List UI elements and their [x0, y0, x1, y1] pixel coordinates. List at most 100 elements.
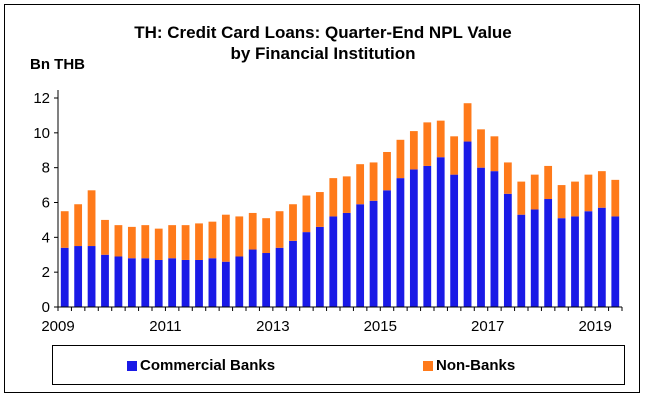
chart-title: TH: Credit Card Loans: Quarter-End NPL V… [0, 22, 646, 64]
y-tick-label-8: 8 [42, 160, 50, 177]
y-axis-label: Bn THB [30, 56, 85, 73]
bar-non-banks-2015Q1 [383, 151, 391, 191]
bar-commercial-banks-2017Q4 [530, 209, 539, 307]
bar-non-banks-2017Q4 [530, 174, 539, 210]
legend: Commercial Banks Non-Banks [52, 345, 625, 385]
x-tick-label-2013: 2013 [256, 318, 289, 335]
legend-item-commercial-banks: Commercial Banks [127, 357, 275, 374]
x-tick-label-2011: 2011 [149, 318, 181, 335]
bar-non-banks-2019Q1 [597, 171, 606, 208]
bar-commercial-banks-2018Q2 [557, 218, 566, 307]
legend-swatch-commercial-banks [127, 360, 137, 371]
bar-non-banks-2016Q1 [436, 120, 445, 158]
bar-non-banks-2009Q4 [101, 219, 109, 255]
bar-non-banks-2019Q2 [611, 179, 620, 217]
bar-non-banks-2013Q3 [302, 195, 311, 233]
bar-non-banks-2010Q3 [141, 225, 150, 259]
bar-non-banks-2018Q2 [557, 185, 566, 219]
y-tick-label-2: 2 [42, 264, 50, 281]
bar-commercial-banks-2014Q2 [342, 212, 351, 307]
bar-commercial-banks-2012Q1 [221, 261, 230, 307]
chart-title-line-1: TH: Credit Card Loans: Quarter-End NPL V… [134, 23, 512, 42]
bar-commercial-banks-2018Q3 [571, 216, 579, 307]
bar-non-banks-2010Q1 [114, 225, 123, 257]
bar-non-banks-2011Q4 [208, 221, 217, 259]
bar-commercial-banks-2016Q1 [436, 157, 445, 307]
bar-commercial-banks-2012Q4 [262, 253, 271, 307]
bar-non-banks-2014Q2 [342, 176, 351, 213]
bar-commercial-banks-2019Q1 [597, 207, 606, 307]
bar-commercial-banks-2018Q1 [544, 199, 553, 307]
bar-non-banks-2013Q1 [275, 211, 284, 248]
bar-commercial-banks-2010Q4 [154, 259, 163, 307]
bar-non-banks-2011Q2 [181, 225, 190, 260]
bar-non-banks-2015Q4 [423, 122, 432, 166]
bar-commercial-banks-2012Q3 [248, 249, 257, 307]
bar-non-banks-2017Q3 [517, 181, 526, 215]
bar-commercial-banks-2016Q4 [477, 167, 485, 307]
bar-non-banks-2009Q3 [87, 190, 96, 247]
legend-label-non-banks: Non-Banks [436, 357, 516, 374]
bar-commercial-banks-2019Q2 [611, 216, 620, 307]
x-tick-label-2009: 2009 [41, 318, 74, 335]
bar-non-banks-2017Q2 [503, 162, 512, 194]
bar-non-banks-2015Q2 [396, 139, 405, 179]
bar-commercial-banks-2015Q4 [423, 165, 432, 307]
bar-non-banks-2011Q3 [195, 223, 203, 260]
bar-commercial-banks-2011Q3 [195, 259, 203, 307]
bar-non-banks-2009Q1 [60, 211, 69, 248]
bar-non-banks-2009Q2 [74, 204, 83, 247]
bar-commercial-banks-2011Q1 [168, 258, 177, 307]
bar-commercial-banks-2015Q2 [396, 178, 405, 307]
bar-commercial-banks-2014Q1 [329, 216, 338, 307]
chart-title-line-2: by Financial Institution [230, 44, 416, 63]
bar-commercial-banks-2009Q2 [74, 246, 83, 307]
bar-commercial-banks-2017Q1 [490, 171, 499, 307]
bar-commercial-banks-2012Q2 [235, 256, 244, 307]
bar-commercial-banks-2018Q4 [584, 211, 593, 307]
y-tick-label-12: 12 [33, 90, 50, 107]
bar-commercial-banks-2017Q3 [517, 214, 526, 307]
x-tick-label-2019: 2019 [578, 318, 611, 335]
bar-non-banks-2014Q4 [369, 162, 378, 201]
bar-non-banks-2016Q3 [463, 103, 472, 142]
bar-commercial-banks-2014Q4 [369, 200, 378, 307]
bar-non-banks-2015Q3 [409, 131, 418, 170]
legend-swatch-non-banks [423, 360, 433, 371]
bar-non-banks-2018Q1 [544, 165, 553, 200]
bar-non-banks-2011Q1 [168, 225, 177, 259]
bar-non-banks-2016Q2 [450, 136, 459, 175]
bar-commercial-banks-2017Q2 [503, 193, 512, 307]
bar-non-banks-2014Q1 [329, 178, 338, 217]
bar-non-banks-2014Q3 [356, 164, 365, 205]
bar-non-banks-2013Q2 [289, 204, 297, 241]
legend-item-non-banks: Non-Banks [423, 357, 515, 374]
bar-non-banks-2013Q4 [315, 192, 324, 227]
bar-commercial-banks-2011Q2 [181, 259, 190, 307]
y-tick-label-10: 10 [33, 125, 50, 142]
bar-non-banks-2012Q2 [235, 216, 244, 257]
bar-commercial-banks-2013Q2 [289, 240, 297, 307]
x-tick-label-2015: 2015 [364, 318, 397, 335]
bar-commercial-banks-2009Q3 [87, 246, 96, 307]
legend-label-commercial-banks: Commercial Banks [140, 357, 276, 374]
bar-non-banks-2016Q4 [477, 129, 485, 168]
bar-commercial-banks-2016Q2 [450, 174, 459, 307]
bar-commercial-banks-2016Q3 [463, 141, 472, 307]
bar-commercial-banks-2009Q1 [60, 247, 69, 307]
bar-commercial-banks-2010Q1 [114, 256, 123, 307]
bar-commercial-banks-2014Q3 [356, 204, 365, 307]
bar-commercial-banks-2013Q1 [275, 247, 284, 307]
y-tick-label-0: 0 [42, 299, 50, 316]
bar-commercial-banks-2013Q4 [315, 226, 324, 307]
y-tick-label-4: 4 [42, 229, 50, 246]
bar-commercial-banks-2015Q3 [409, 169, 418, 307]
bar-non-banks-2010Q2 [127, 226, 136, 259]
bar-commercial-banks-2009Q4 [101, 254, 109, 307]
y-tick-label-6: 6 [42, 195, 50, 212]
bar-commercial-banks-2010Q3 [141, 258, 150, 307]
bar-non-banks-2010Q4 [154, 228, 163, 260]
bar-non-banks-2017Q1 [490, 136, 499, 172]
bar-non-banks-2018Q3 [571, 181, 579, 217]
